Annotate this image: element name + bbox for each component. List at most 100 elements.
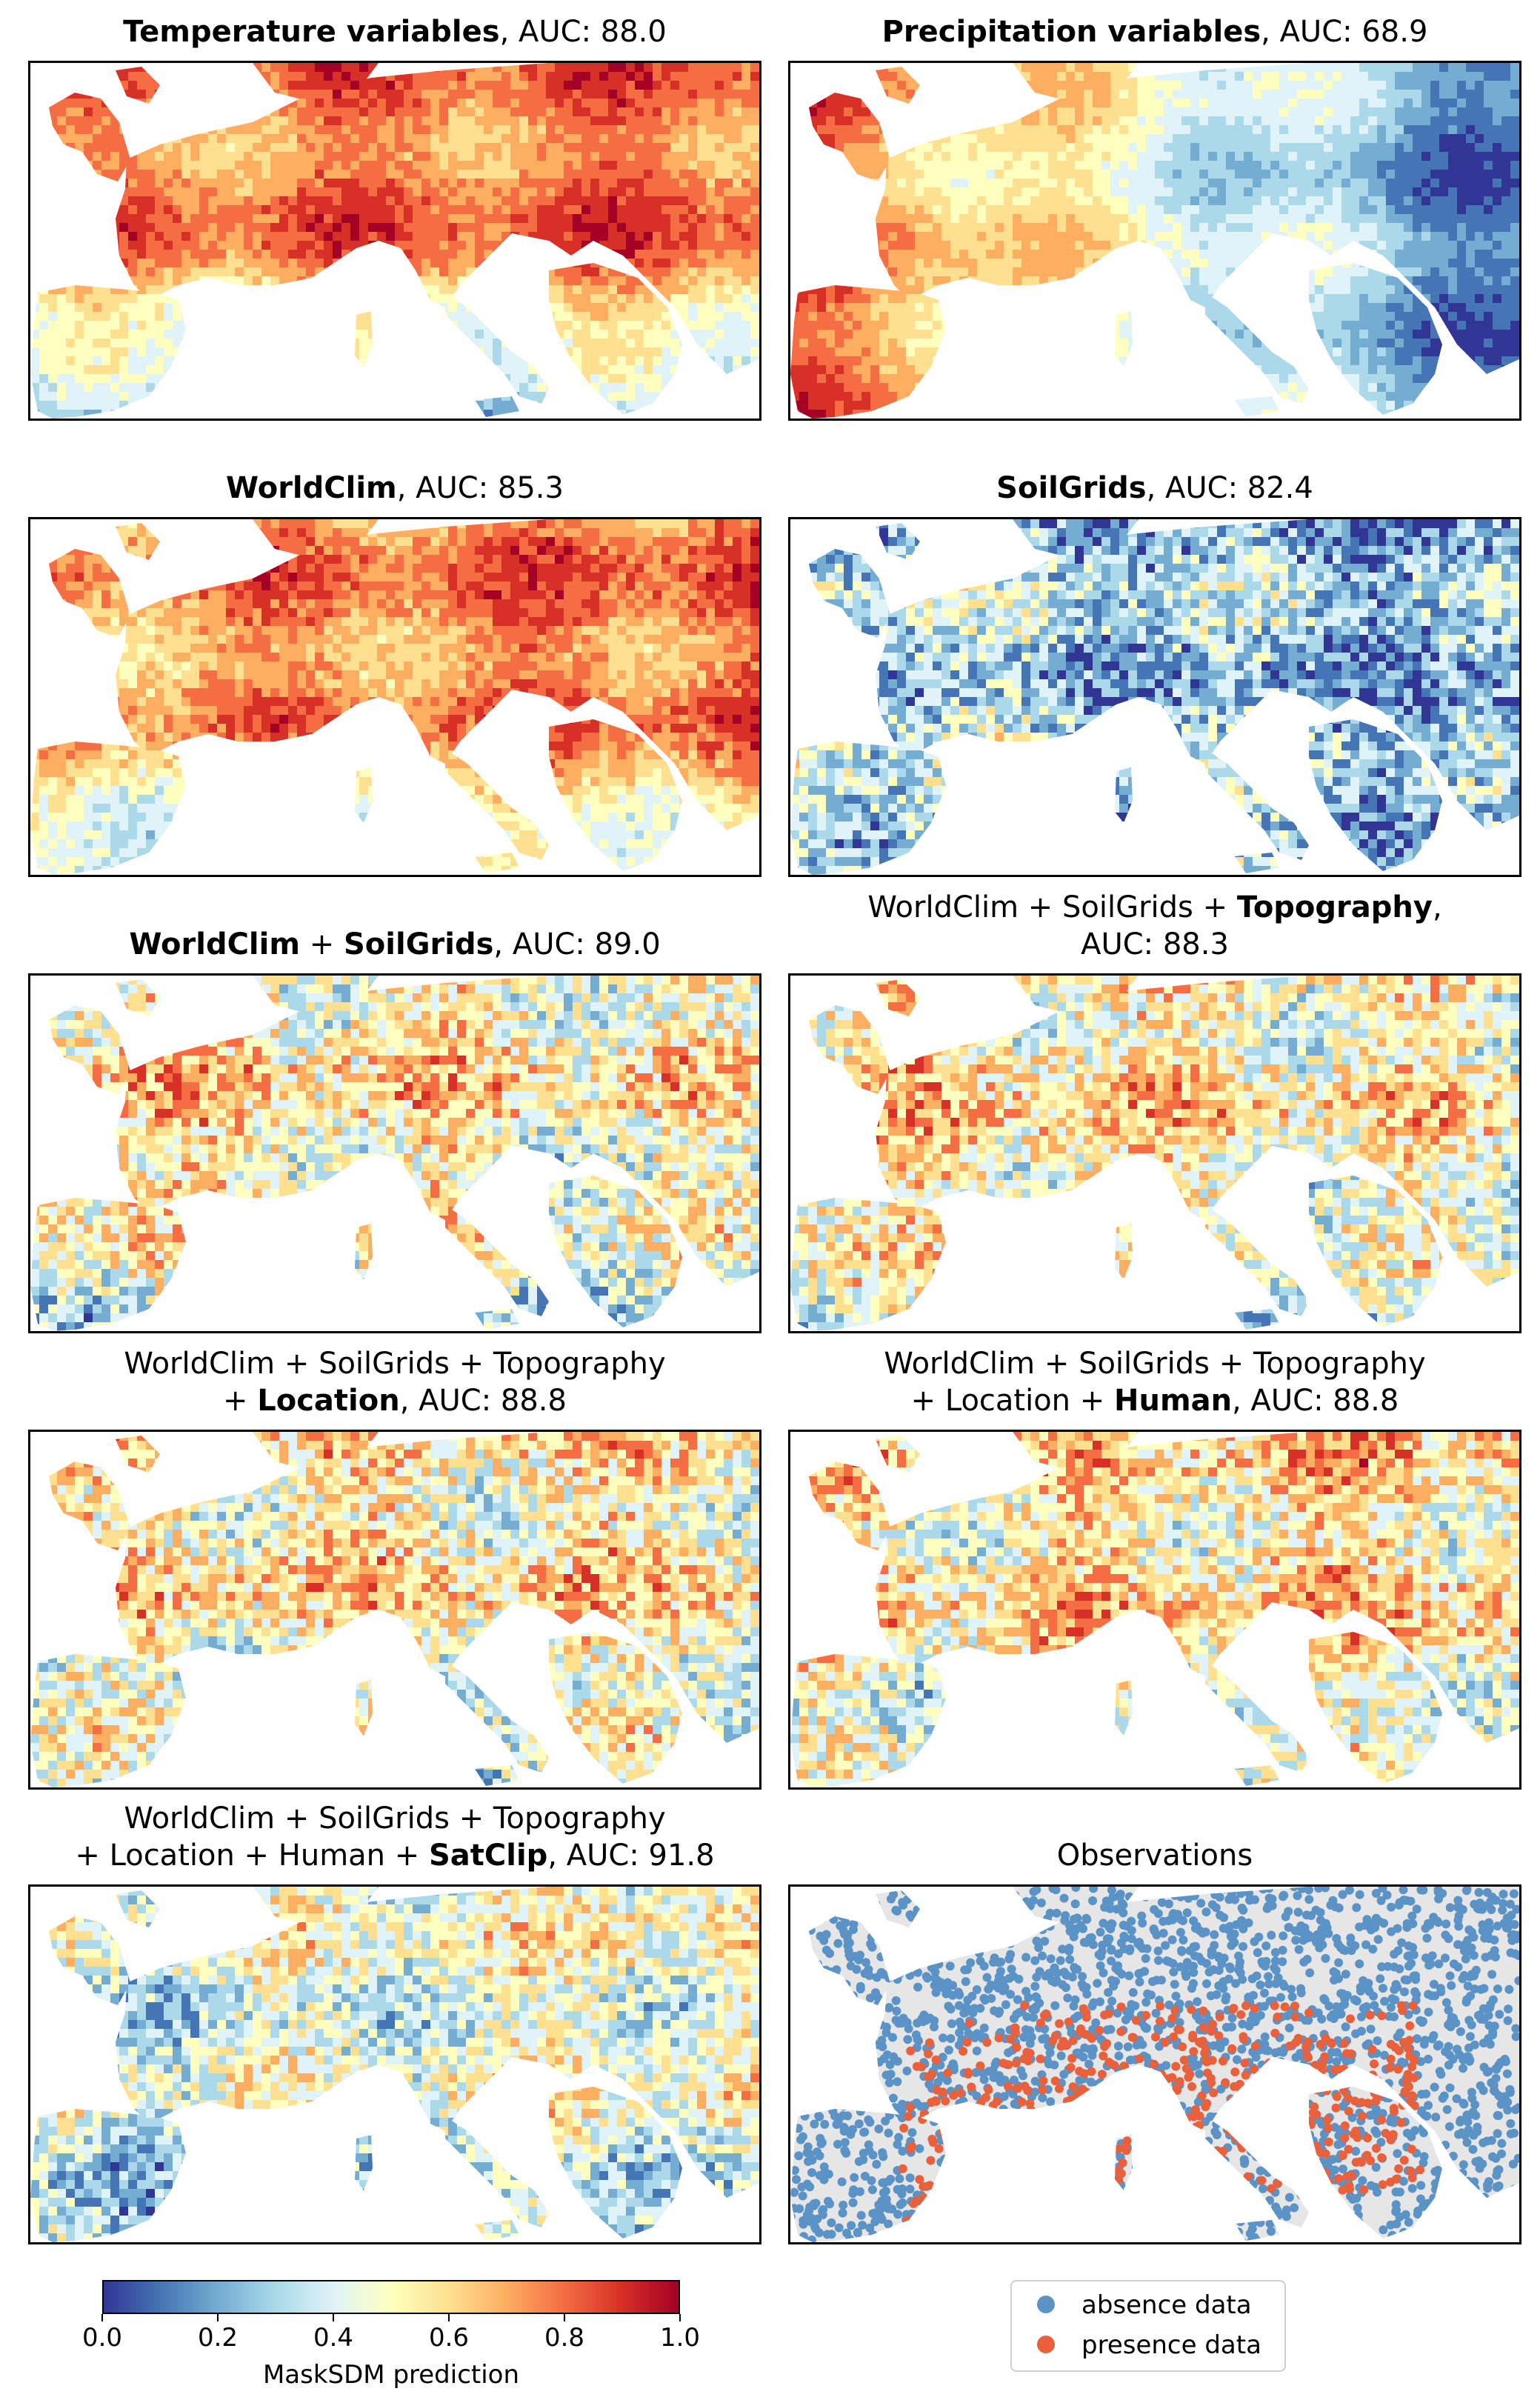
absence-point	[1306, 2179, 1316, 2189]
absence-point	[852, 2092, 861, 2101]
absence-point	[848, 2189, 858, 2199]
absence-point	[1267, 1930, 1276, 1940]
absence-point	[1234, 1951, 1244, 1961]
absence-point	[831, 2068, 841, 2078]
presence-point	[1286, 2178, 1296, 2187]
presence-point	[1170, 2006, 1180, 2015]
absence-point	[984, 2067, 993, 2076]
absence-point	[879, 1920, 889, 1930]
absence-point	[1320, 1996, 1330, 2005]
absence-point	[1504, 2210, 1514, 2219]
absence-point	[924, 2229, 934, 2238]
presence-point	[1040, 2109, 1050, 2119]
absence-point	[1046, 2174, 1056, 2184]
absence-point	[955, 2099, 964, 2108]
absence-point	[1310, 2070, 1319, 2080]
presence-point	[1308, 2107, 1318, 2117]
absence-point	[1139, 2203, 1149, 2213]
absence-point	[1513, 2230, 1519, 2240]
absence-point	[893, 2140, 902, 2149]
presence-point	[1067, 2053, 1077, 2063]
presence-point	[1175, 2077, 1184, 2086]
presence-point	[1051, 2130, 1061, 2139]
absence-point	[1271, 2166, 1281, 2176]
absence-point	[1176, 2159, 1185, 2168]
presence-point	[1351, 2127, 1361, 2136]
absence-point	[1193, 1997, 1202, 2007]
absence-point	[1058, 1944, 1067, 1954]
absence-point	[805, 1903, 815, 1913]
absence-point	[859, 2031, 868, 2041]
absence-point	[1141, 2224, 1151, 2234]
absence-point	[1448, 2151, 1458, 2161]
absence-point	[1135, 1977, 1144, 1987]
absence-point	[1165, 2138, 1175, 2147]
absence-point	[1258, 1959, 1267, 1969]
absence-point	[1449, 2013, 1458, 2023]
absence-point	[1338, 1890, 1347, 1899]
presence-point	[1113, 2166, 1123, 2175]
absence-point	[1129, 2100, 1139, 2110]
absence-point	[873, 1926, 883, 1936]
presence-point	[963, 2070, 973, 2079]
absence-point	[955, 1906, 964, 1916]
absence-point	[833, 1939, 843, 1948]
absence-point	[1461, 1887, 1471, 1896]
presence-point	[1038, 2085, 1047, 2095]
prediction-surface	[790, 63, 1519, 419]
absence-point	[1045, 2048, 1055, 2058]
absence-point	[1499, 2208, 1507, 2218]
presence-point	[1068, 2082, 1078, 2092]
absence-point	[804, 2070, 813, 2080]
absence-point	[1442, 2170, 1452, 2180]
absence-point	[1328, 1896, 1338, 1905]
absence-point	[887, 1894, 896, 1904]
absence-point	[872, 2159, 881, 2169]
colorbar: 0.0 0.2 0.4 0.6 0.8 1.0 MaskSDM prediction	[82, 2280, 700, 2399]
presence-point	[1088, 2116, 1098, 2126]
absence-point	[1312, 2226, 1321, 2236]
presence-point	[1250, 2149, 1260, 2158]
presence-point	[1073, 2090, 1083, 2099]
presence-point	[1020, 2001, 1030, 2010]
absence-point	[845, 2085, 855, 2095]
absence-point	[1321, 1953, 1330, 1963]
absence-point	[1041, 2112, 1051, 2121]
absence-point	[860, 2171, 870, 2181]
presence-point	[998, 2144, 1007, 2153]
absence-point	[1107, 1996, 1117, 2006]
absence-point	[1056, 2129, 1065, 2139]
colorbar-gradient	[102, 2280, 680, 2314]
absence-point	[1016, 2188, 1025, 2198]
absence-point	[815, 2112, 824, 2121]
presence-point	[1410, 2101, 1419, 2110]
absence-point	[1107, 1919, 1116, 1928]
presence-point	[906, 2144, 916, 2153]
absence-point	[879, 2054, 889, 2064]
absence-point	[893, 1975, 902, 1984]
presence-point	[1151, 2033, 1160, 2041]
presence-point	[1003, 2174, 1012, 2184]
presence-point	[1172, 2084, 1181, 2093]
absence-point	[1237, 2044, 1247, 2054]
absence-point	[1064, 2192, 1073, 2201]
absence-point	[1155, 2237, 1164, 2242]
absence-point	[1002, 2160, 1012, 2170]
absence-point	[1284, 2023, 1294, 2033]
presence-point	[1085, 2090, 1095, 2099]
absence-point	[1202, 1959, 1211, 1968]
absence-point	[1494, 2111, 1503, 2120]
absence-point	[863, 1890, 873, 1899]
absence-point	[1284, 1922, 1294, 1932]
absence-point	[1289, 2106, 1299, 2116]
absence-point	[1448, 2055, 1458, 2064]
absence-point	[953, 1893, 963, 1902]
absence-point	[1136, 2159, 1146, 2169]
absence-point	[1387, 1902, 1396, 1912]
absence-point	[995, 2181, 1004, 2190]
absence-point	[819, 2061, 828, 2070]
absence-point	[822, 2230, 832, 2239]
absence-point	[1279, 2047, 1288, 2057]
absence-point	[996, 1887, 1005, 1894]
absence-point	[1439, 2226, 1448, 2236]
